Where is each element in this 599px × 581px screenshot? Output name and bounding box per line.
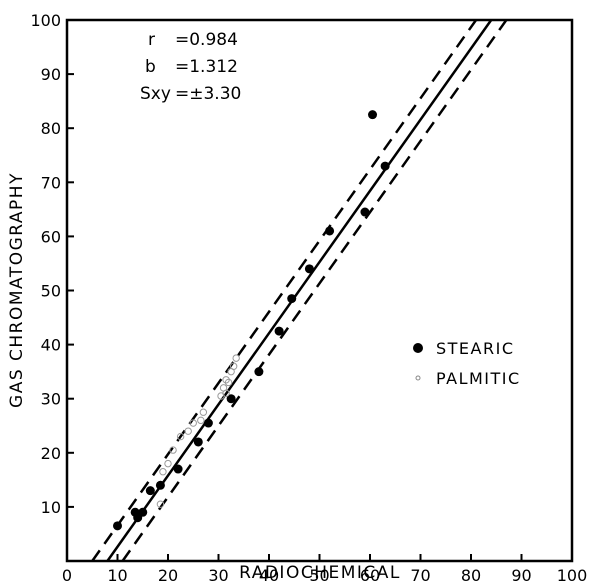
- legend-stearic-label: STEARIC: [436, 339, 515, 358]
- x-axis-label: RADIOCHEMICAL: [239, 563, 401, 581]
- legend-stearic-marker: [413, 343, 423, 353]
- stearic-point: [138, 507, 148, 517]
- palmitic-point: [156, 500, 165, 508]
- palmitic-point: [169, 446, 177, 454]
- palmitic-point: [164, 459, 172, 468]
- palmitic-point: [159, 468, 167, 476]
- y-axis-ticks: 10 20 30 40 50 60 70 80 90 100: [30, 11, 74, 517]
- palmitic-point: [232, 354, 240, 362]
- palmitic-point: [199, 408, 208, 416]
- regression-lines: [91, 19, 508, 562]
- legend-palmitic-marker: [415, 375, 421, 381]
- stearic-point: [193, 437, 203, 447]
- stearic-point: [203, 418, 213, 428]
- y-tick-label: 100: [30, 11, 61, 30]
- stearic-point: [274, 326, 284, 336]
- stearic-point: [145, 486, 155, 496]
- x-tick-label: 90: [511, 566, 531, 581]
- stearic-point: [173, 464, 183, 474]
- stearic-point: [325, 226, 335, 236]
- data-points: [113, 110, 390, 531]
- stearic-point: [380, 161, 390, 171]
- confidence-band-upper: [91, 19, 478, 562]
- y-tick-label: 50: [41, 282, 61, 301]
- stearic-point: [254, 367, 264, 377]
- x-axis-ticks: 0 10 20 30 40 50 60 70 80 90 100: [62, 554, 587, 581]
- stearic-point: [113, 521, 122, 531]
- y-tick-label: 60: [41, 227, 61, 246]
- stat-r-value: =0.984: [175, 30, 238, 50]
- x-tick-label: 60: [360, 566, 380, 581]
- confidence-band-lower: [121, 19, 508, 562]
- legend-palmitic-label: PALMITIC: [436, 369, 521, 388]
- y-tick-label: 10: [41, 498, 61, 517]
- stearic-point: [287, 294, 297, 304]
- palmitic-point: [229, 362, 238, 370]
- y-tick-label: 40: [41, 336, 61, 355]
- x-tick-label: 70: [410, 566, 430, 581]
- y-tick-label: 30: [41, 390, 61, 409]
- statistics-annotation: r =0.984 b =1.312 Sxy =±3.30: [140, 30, 241, 104]
- x-tick-label: 10: [107, 566, 127, 581]
- stat-sxy-value: =±3.30: [175, 84, 241, 104]
- palmitic-point: [184, 427, 192, 435]
- stearic-point: [304, 264, 314, 274]
- legend: STEARIC PALMITIC: [413, 339, 521, 388]
- palmitic-point: [222, 389, 230, 397]
- stearic-point: [360, 207, 370, 217]
- x-tick-label: 50: [309, 566, 329, 581]
- y-tick-label: 70: [41, 173, 61, 192]
- stearic-point: [226, 394, 236, 404]
- palmitic-point: [224, 378, 233, 387]
- y-tick-label: 80: [41, 119, 61, 138]
- stearic-point: [368, 110, 378, 120]
- palmitic-point: [189, 419, 197, 427]
- x-tick-label: 30: [208, 566, 228, 581]
- stat-sxy-symbol: Sxy: [140, 84, 171, 104]
- stat-b-value: =1.312: [175, 57, 238, 77]
- stat-b-symbol: b: [145, 57, 156, 77]
- y-axis-label: GAS CHROMATOGRAPHY: [7, 172, 27, 408]
- x-tick-label: 100: [557, 566, 588, 581]
- y-tick-label: 90: [41, 65, 61, 84]
- x-tick-label: 80: [461, 566, 481, 581]
- palmitic-point: [197, 416, 205, 425]
- x-tick-label: 40: [259, 566, 279, 581]
- stat-r-symbol: r: [148, 30, 155, 50]
- regression-line: [106, 19, 493, 562]
- stearic-point: [155, 480, 165, 490]
- y-tick-label: 20: [41, 444, 61, 463]
- x-tick-label: 20: [158, 566, 178, 581]
- x-tick-label: 0: [62, 566, 72, 581]
- palmitic-point: [176, 432, 185, 441]
